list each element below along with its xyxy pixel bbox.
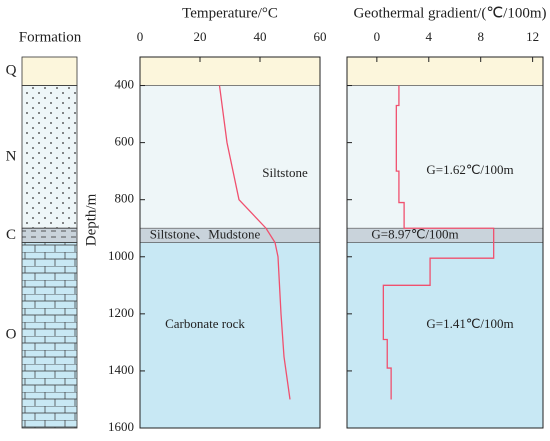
formation-title: Formation <box>19 29 82 45</box>
layer-label: N <box>6 148 17 164</box>
x-tick-label: 12 <box>526 29 539 44</box>
layer-band <box>346 85 544 229</box>
annotation: Siltstone、Mudstone <box>150 226 261 241</box>
y-axis-label: Depth/m <box>83 193 99 246</box>
x-tick-label: 60 <box>314 29 327 44</box>
layer-band <box>346 242 544 429</box>
annotation: Siltstone <box>262 165 308 180</box>
layer-label: C <box>6 227 16 243</box>
annotation: G=8.97℃/100m <box>371 226 458 241</box>
layer-pattern <box>22 85 77 229</box>
layer-pattern <box>22 242 77 428</box>
data-line <box>218 85 291 400</box>
layer-band <box>139 56 321 86</box>
y-tick-label: 1600 <box>108 419 134 434</box>
layer-label: O <box>6 327 17 343</box>
x-tick-label: 20 <box>194 29 207 44</box>
y-tick-label: 400 <box>115 77 135 92</box>
layer-label: Q <box>6 63 17 79</box>
plot-frame <box>346 56 544 429</box>
chart-title: Geothermal gradient/(℃/100m) <box>353 5 546 21</box>
x-tick-label: 0 <box>374 29 381 44</box>
annotation: Carbonate rock <box>165 316 245 331</box>
layer-band <box>139 242 321 429</box>
data-line <box>382 85 495 400</box>
y-tick-label: 600 <box>115 134 135 149</box>
plot-frame <box>139 56 321 429</box>
y-tick-label: 1200 <box>108 305 134 320</box>
layer-pattern <box>22 228 77 243</box>
y-tick-label: 1000 <box>108 248 134 263</box>
annotation: G=1.41℃/100m <box>426 316 513 331</box>
x-tick-label: 40 <box>254 29 267 44</box>
layer <box>21 56 78 86</box>
chart-title: Temperature/°C <box>182 5 278 21</box>
x-tick-label: 8 <box>477 29 484 44</box>
annotation: G=1.62℃/100m <box>426 162 513 177</box>
y-tick-label: 800 <box>115 191 135 206</box>
x-tick-label: 4 <box>426 29 433 44</box>
x-tick-label: 0 <box>137 29 144 44</box>
y-tick-label: 1400 <box>108 362 134 377</box>
